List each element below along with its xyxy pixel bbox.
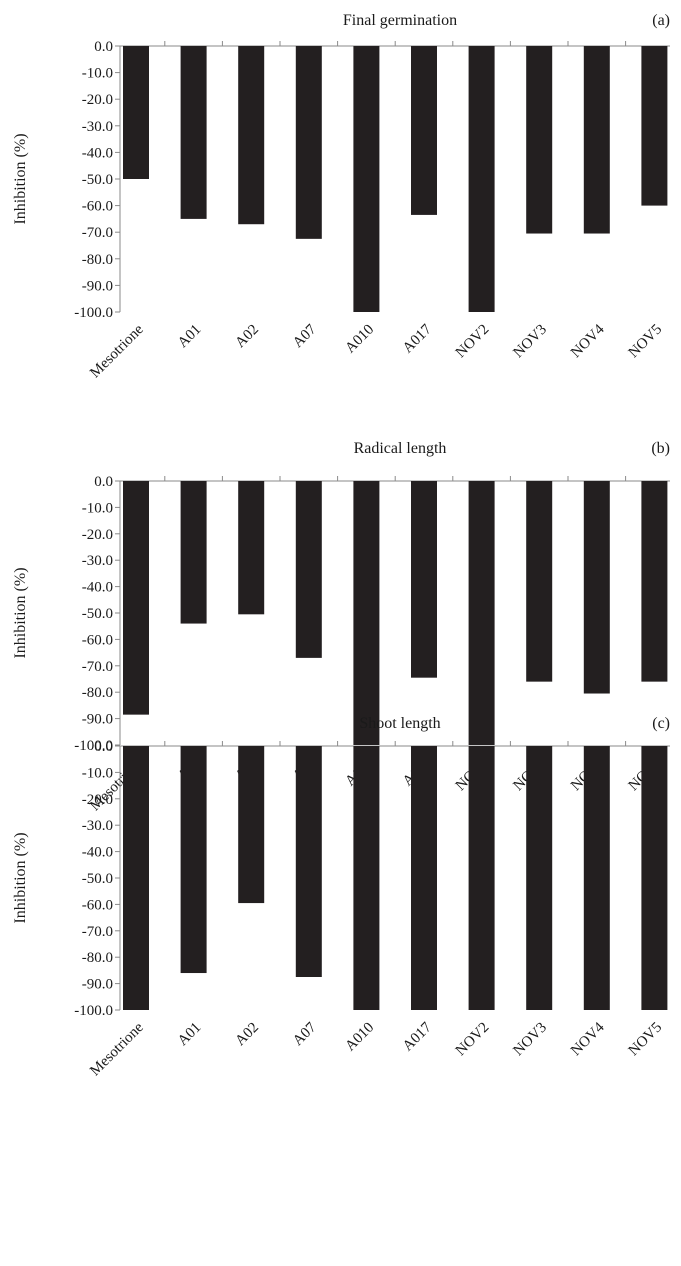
y-tick-label: -70.0: [82, 924, 113, 940]
bar-a01: [180, 46, 207, 219]
bar-nov5: [641, 481, 668, 682]
x-tick-label: NOV3: [510, 322, 550, 362]
bar-a07: [295, 481, 322, 658]
y-tick-label: -10.0: [82, 500, 113, 516]
panel-tag: (b): [651, 440, 670, 457]
y-tick-label: -90.0: [82, 712, 113, 728]
bar-a01: [180, 746, 207, 974]
bar-a017: [411, 481, 437, 678]
x-tick-label: NOV2: [453, 322, 493, 362]
x-tick-label: A07: [290, 321, 320, 351]
y-tick-label: -80.0: [82, 950, 113, 966]
chart-title: Final germination: [343, 12, 457, 29]
x-tick-label: A010: [342, 1020, 377, 1055]
x-tick-label: A01: [175, 1020, 205, 1050]
y-axis-label: Inhibition (%): [12, 567, 29, 658]
bar-nov5: [641, 46, 668, 206]
bar-nov4: [583, 746, 610, 1010]
y-tick-label: -50.0: [82, 606, 113, 622]
y-tick-label: -40.0: [82, 845, 113, 861]
x-tick-label: A07: [290, 1019, 320, 1049]
chart-title: Shoot length: [359, 715, 440, 732]
y-tick-label: -30.0: [82, 818, 113, 834]
bar-nov2: [468, 481, 495, 745]
bar-nov2: [468, 46, 495, 312]
y-tick-label: -100.0: [74, 1003, 113, 1019]
y-tick-label: -40.0: [82, 145, 113, 161]
bar-a017: [411, 46, 437, 215]
x-tick-label: A02: [232, 1020, 262, 1050]
y-tick-label: -20.0: [82, 92, 113, 108]
x-tick-label: NOV2: [453, 1020, 493, 1060]
y-tick-label: -20.0: [82, 527, 113, 543]
x-tick-label: A017: [400, 1019, 435, 1054]
bar-a07: [295, 746, 322, 977]
y-tick-label: -40.0: [82, 580, 113, 596]
x-tick-label: NOV5: [626, 322, 666, 362]
y-tick-label: -80.0: [82, 685, 113, 701]
bar-nov4: [583, 481, 610, 694]
bar-a07: [295, 46, 322, 239]
y-tick-label: -60.0: [82, 632, 113, 648]
y-tick-label: -10.0: [82, 66, 113, 82]
y-tick-label: 0.0: [94, 39, 113, 55]
x-tick-label: A017: [400, 321, 435, 356]
x-tick-label: NOV5: [626, 1020, 666, 1060]
bar-mesotrione: [123, 46, 149, 179]
x-tick-label: Mesotrione: [87, 1019, 147, 1079]
x-tick-label: Mesotrione: [87, 321, 147, 381]
y-tick-label: -80.0: [82, 252, 113, 268]
y-tick-label: -90.0: [82, 278, 113, 294]
y-tick-label: 0.0: [94, 474, 113, 490]
chart-panel-a: Final germination (a) Inhibition (%) 0.0 -10…: [12, 12, 670, 381]
y-tick-label: -10.0: [82, 765, 113, 781]
y-tick-label: -30.0: [82, 119, 113, 135]
bar-mesotrione: [123, 481, 149, 715]
y-axis-label: Inhibition (%): [12, 133, 29, 224]
panel-tag: (a): [652, 12, 670, 29]
y-tick-label: -70.0: [82, 659, 113, 675]
bar-nov3: [526, 746, 553, 1010]
y-tick-label: -90.0: [82, 977, 113, 993]
bar-nov3: [526, 46, 553, 234]
bar-nov5: [641, 746, 668, 1010]
bar-a02: [238, 746, 265, 904]
y-tick-label: -100.0: [74, 738, 113, 754]
y-tick-label: -30.0: [82, 553, 113, 569]
bar-a017: [411, 746, 437, 1010]
bar-a02: [238, 46, 265, 225]
bar-nov3: [526, 481, 553, 682]
x-tick-label: A01: [175, 322, 205, 352]
y-tick-label: -60.0: [82, 897, 113, 913]
bar-a010: [353, 481, 380, 745]
chart-panel-c: Shoot length (c) Inhibition (%) 0.0 -10.0 -20…: [12, 715, 670, 1079]
y-tick-label: -50.0: [82, 871, 113, 887]
bar-a01: [180, 481, 207, 624]
y-tick-label: -70.0: [82, 225, 113, 241]
bar-a010: [353, 746, 380, 1010]
panel-tag: (c): [652, 715, 670, 732]
y-tick-label: -20.0: [82, 792, 113, 808]
x-tick-label: A010: [342, 322, 377, 357]
y-tick-label: -100.0: [74, 305, 113, 321]
chart-title: Radical length: [354, 440, 447, 457]
bar-mesotrione: [123, 746, 149, 1010]
bar-a02: [238, 481, 265, 615]
y-tick-label: 0.0: [94, 739, 113, 755]
bar-a010: [353, 46, 380, 312]
bar-nov2: [468, 746, 495, 1010]
y-tick-label: -50.0: [82, 172, 113, 188]
y-axis-label: Inhibition (%): [12, 832, 29, 923]
x-tick-label: NOV3: [510, 1020, 550, 1060]
x-tick-label: A02: [232, 322, 262, 352]
bar-nov4: [583, 46, 610, 234]
x-tick-label: NOV4: [568, 321, 608, 361]
chart-panel-b: Radical length (b) Inhibition (%) 0.0 -10.0 -…: [12, 440, 670, 814]
x-tick-label: NOV4: [568, 1019, 608, 1059]
y-tick-label: -60.0: [82, 199, 113, 215]
